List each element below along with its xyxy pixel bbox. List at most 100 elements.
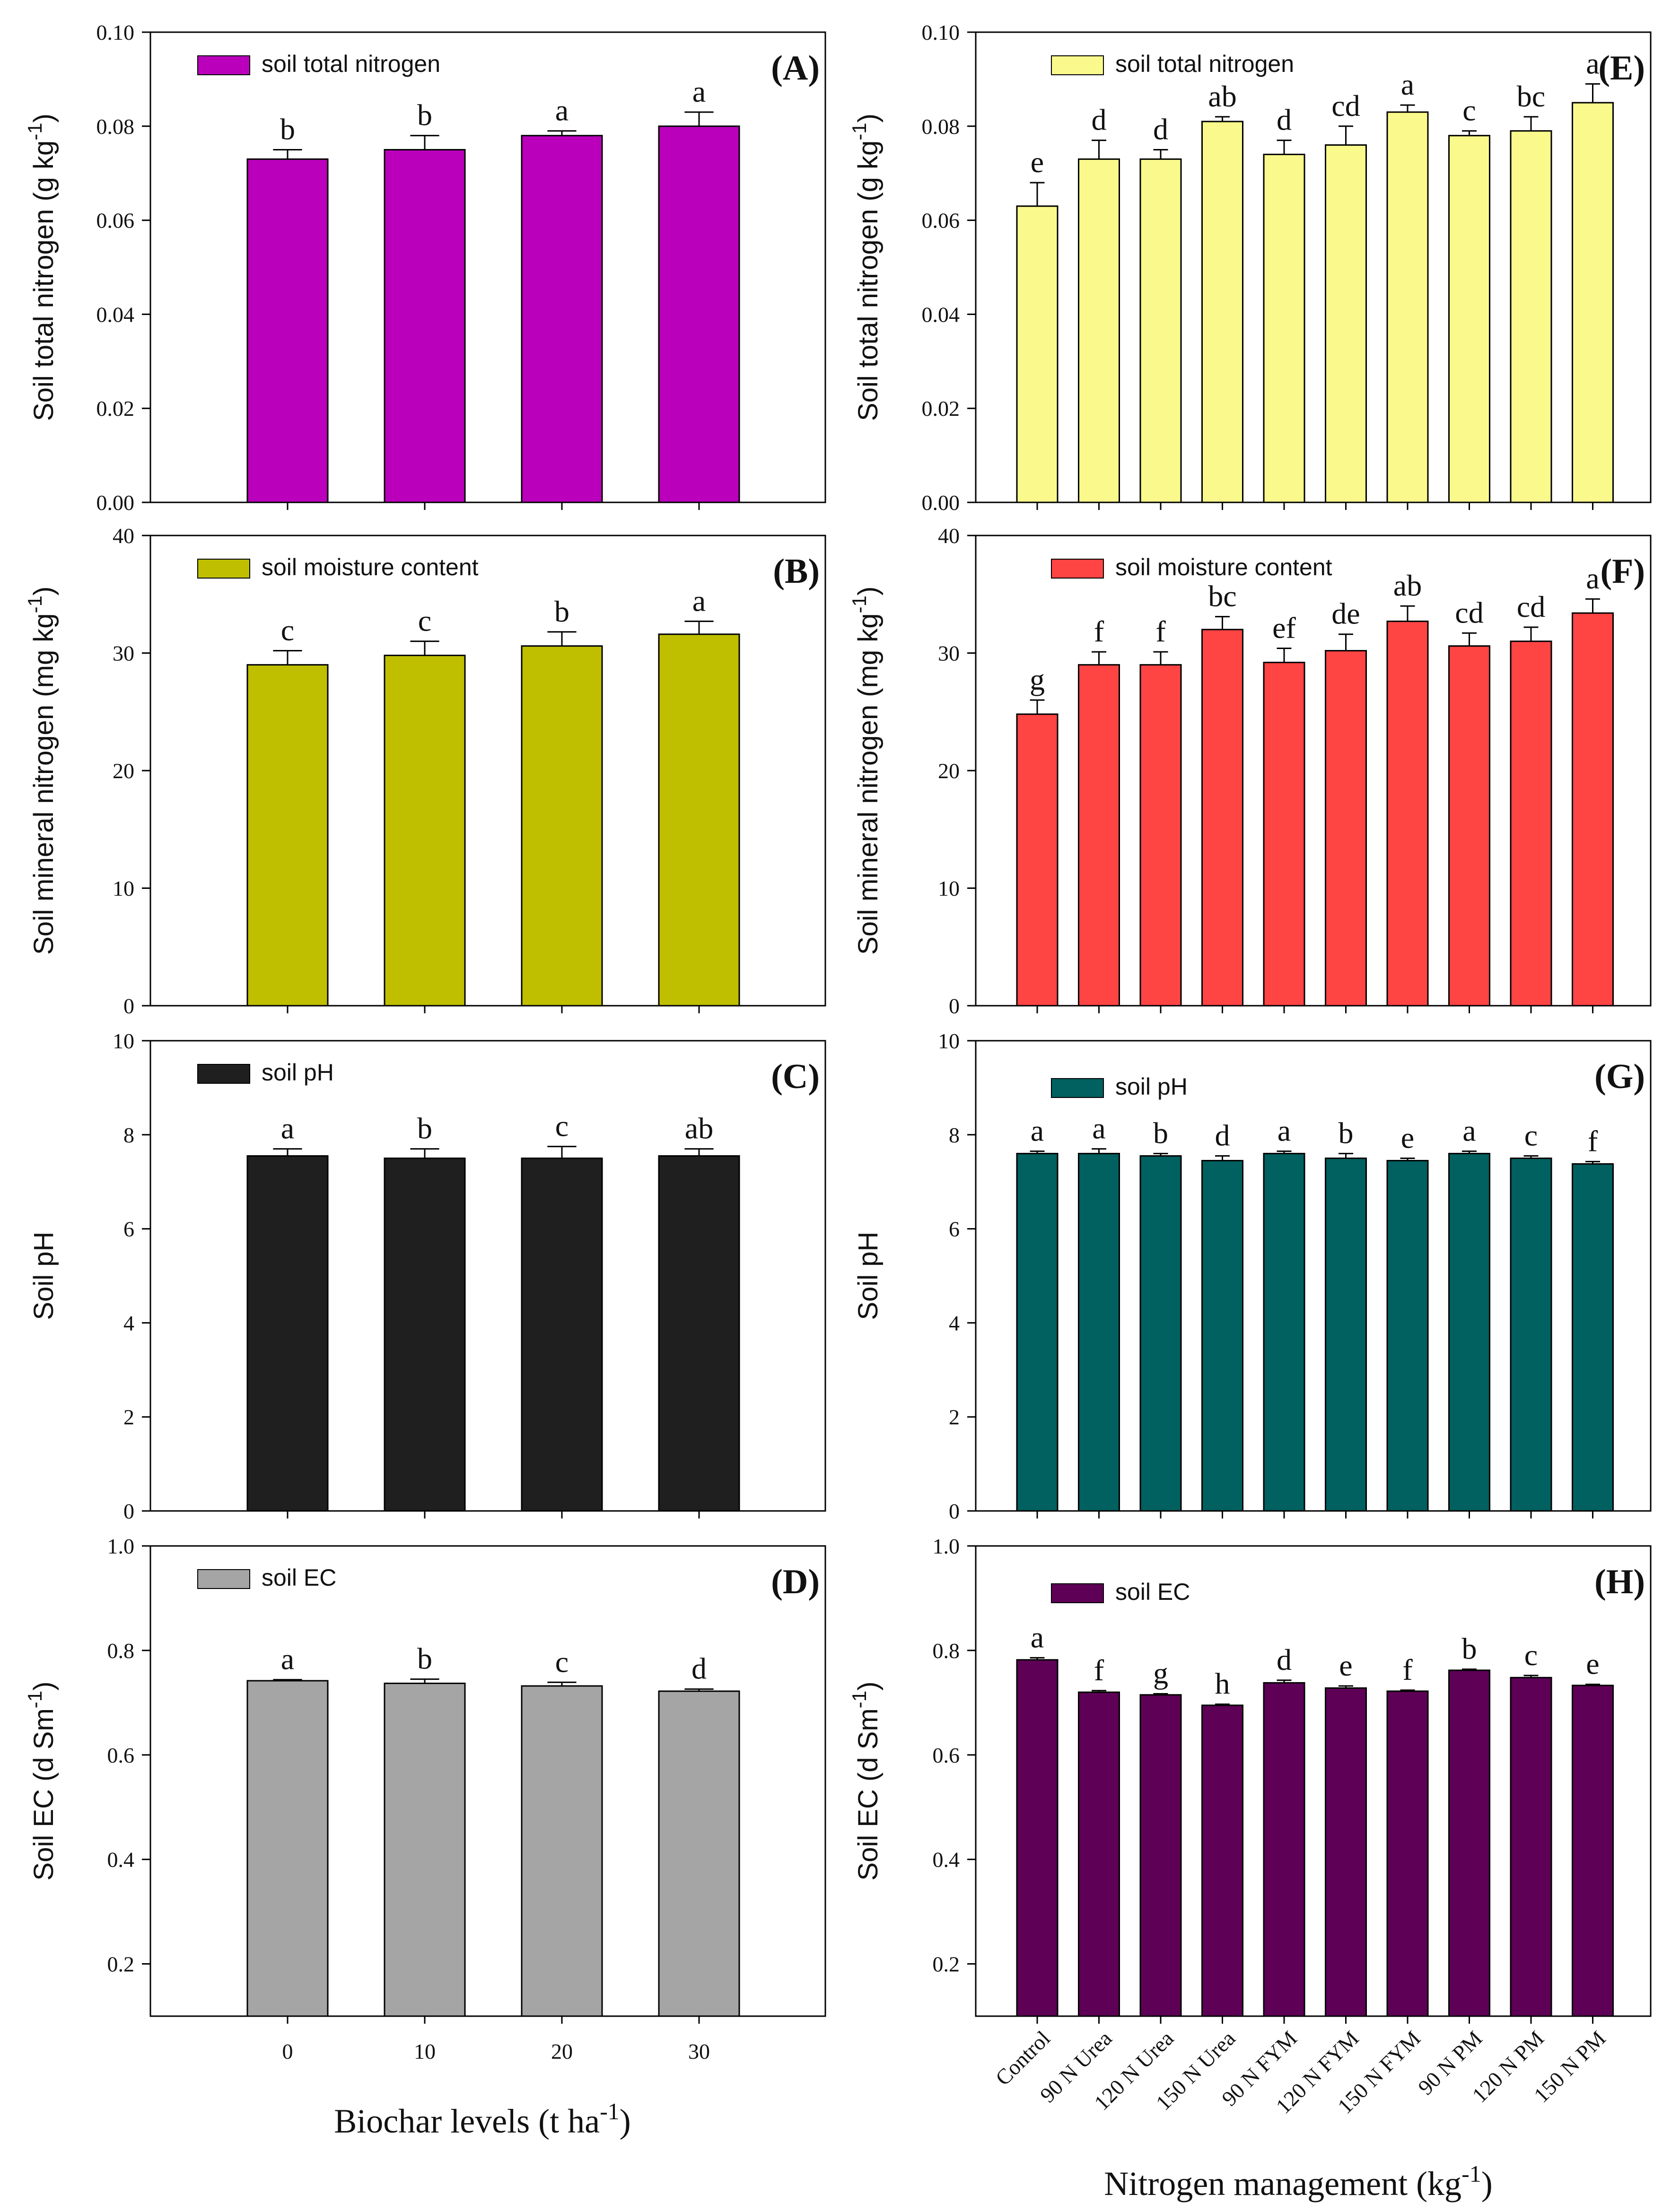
significance-letter: d bbox=[691, 1652, 707, 1685]
legend-label: soil pH bbox=[262, 1059, 334, 1086]
significance-letter: cd bbox=[1517, 590, 1545, 623]
bar bbox=[1572, 612, 1614, 1007]
x-tick-label: 30 bbox=[688, 2039, 710, 2063]
significance-letter: g bbox=[1030, 663, 1045, 696]
y-tick-label: 0.00 bbox=[922, 491, 960, 515]
y-tick-label: 0.6 bbox=[107, 1743, 135, 1767]
significance-letter: a bbox=[1278, 1114, 1291, 1148]
legend-swatch bbox=[1051, 55, 1104, 75]
y-axis-label: Soil mineral nitrogen (mg kg-1) bbox=[24, 587, 59, 955]
y-tick-label: 2 bbox=[123, 1405, 134, 1429]
y-tick-label: 0.8 bbox=[933, 1639, 960, 1663]
bar bbox=[1016, 1659, 1059, 2017]
plot-frame bbox=[975, 1545, 1652, 2017]
significance-letter: c bbox=[555, 1645, 569, 1678]
significance-letter: a bbox=[281, 1112, 294, 1145]
chart-panel-6: 0 2 4 6 8 10 a a b d a b e a c f soil pH (G) Soil pH bbox=[853, 1029, 1652, 1523]
significance-letter: b bbox=[280, 113, 295, 146]
significance-letter: f bbox=[1094, 614, 1104, 648]
bar bbox=[384, 149, 466, 503]
bar bbox=[1448, 645, 1490, 1007]
y-tick-label: 1.0 bbox=[933, 1534, 960, 1558]
significance-letter: b bbox=[554, 595, 569, 628]
y-tick-label: 0.4 bbox=[107, 1848, 135, 1872]
x-tick-label: 0 bbox=[282, 2039, 293, 2063]
chart-panel-3: 0.2 0.4 0.6 0.8 1.0 a 0 b 10 c 20 d 30 soil EC (D) Soil… bbox=[24, 1534, 826, 2063]
y-tick-label: 30 bbox=[938, 641, 960, 666]
bar bbox=[658, 1690, 740, 2017]
bar bbox=[1572, 1163, 1614, 1512]
significance-letter: c bbox=[281, 614, 294, 647]
y-axis-label: Soil pH bbox=[28, 1232, 59, 1320]
bar bbox=[1078, 158, 1120, 503]
bar bbox=[1201, 629, 1243, 1007]
y-tick-label: 2 bbox=[949, 1405, 960, 1429]
plot-frame bbox=[149, 1040, 826, 1512]
y-tick-label: 0.8 bbox=[107, 1639, 135, 1663]
significance-letter: b bbox=[1339, 1116, 1354, 1150]
legend-label: soil moisture content bbox=[262, 554, 479, 580]
bar bbox=[1386, 620, 1429, 1007]
y-tick-label: 30 bbox=[113, 641, 134, 666]
bar bbox=[246, 158, 329, 503]
y-tick-label: 0.10 bbox=[96, 20, 135, 44]
y-tick-label: 8 bbox=[123, 1123, 134, 1147]
y-tick-label: 40 bbox=[938, 524, 960, 548]
legend-label: soil pH bbox=[1115, 1073, 1188, 1100]
y-tick-label: 0.2 bbox=[933, 1952, 960, 1976]
y-tick-label: 0 bbox=[123, 1499, 134, 1523]
significance-letter: ab bbox=[1393, 569, 1422, 602]
significance-letter: b bbox=[1462, 1632, 1477, 1666]
significance-letter: e bbox=[1586, 1647, 1599, 1681]
legend-swatch bbox=[1051, 1583, 1104, 1603]
chart-panel-4: 0.00 0.02 0.04 0.06 0.08 0.10 e d d ab d cd a c bc a soi… bbox=[848, 20, 1652, 515]
significance-letter: e bbox=[1031, 145, 1044, 179]
bar bbox=[1448, 1669, 1490, 2017]
significance-letter: d bbox=[1215, 1119, 1230, 1152]
legend-swatch bbox=[197, 55, 250, 75]
y-tick-label: 0.02 bbox=[96, 396, 135, 421]
legend-label: soil EC bbox=[262, 1564, 336, 1591]
bar bbox=[1263, 661, 1305, 1007]
legend-swatch bbox=[197, 1064, 250, 1084]
y-tick-label: 0.04 bbox=[96, 302, 135, 326]
significance-letter: a bbox=[1462, 1114, 1476, 1148]
bar bbox=[1572, 1685, 1614, 2017]
bar bbox=[521, 645, 603, 1007]
y-tick-label: 0.4 bbox=[933, 1848, 960, 1872]
y-tick-label: 0.6 bbox=[933, 1743, 960, 1767]
bar bbox=[1016, 713, 1059, 1007]
bar bbox=[1448, 1153, 1490, 1512]
bar bbox=[1572, 102, 1614, 503]
bar bbox=[658, 633, 740, 1007]
plot-frame bbox=[149, 1545, 826, 2017]
significance-letter: d bbox=[1153, 113, 1168, 146]
panel-label: (D) bbox=[771, 1562, 820, 1601]
bar bbox=[1201, 1704, 1243, 2017]
significance-letter: c bbox=[1524, 1638, 1538, 1672]
significance-letter: g bbox=[1153, 1657, 1168, 1690]
significance-letter: a bbox=[692, 75, 706, 108]
significance-letter: bc bbox=[1208, 579, 1236, 613]
bar bbox=[1078, 1691, 1120, 2017]
bar bbox=[1263, 1682, 1305, 2017]
bar bbox=[1386, 1159, 1429, 1512]
significance-letter: a bbox=[1586, 46, 1599, 80]
significance-letter: de bbox=[1331, 597, 1360, 631]
panel-label: (E) bbox=[1598, 49, 1645, 88]
legend-swatch bbox=[197, 559, 250, 579]
bar bbox=[1325, 650, 1367, 1007]
x-tick-label: 20 bbox=[551, 2039, 573, 2063]
y-tick-label: 0.08 bbox=[96, 114, 135, 139]
bar bbox=[1139, 1155, 1182, 1512]
significance-letter: c bbox=[1524, 1119, 1538, 1152]
y-axis-label: Soil mineral nitrogen (mg kg-1) bbox=[848, 587, 884, 955]
y-tick-label: 0 bbox=[123, 994, 134, 1018]
significance-letter: f bbox=[1402, 1653, 1413, 1686]
y-tick-label: 10 bbox=[113, 1029, 134, 1053]
bar bbox=[521, 1158, 603, 1512]
y-tick-label: 1.0 bbox=[107, 1534, 135, 1558]
